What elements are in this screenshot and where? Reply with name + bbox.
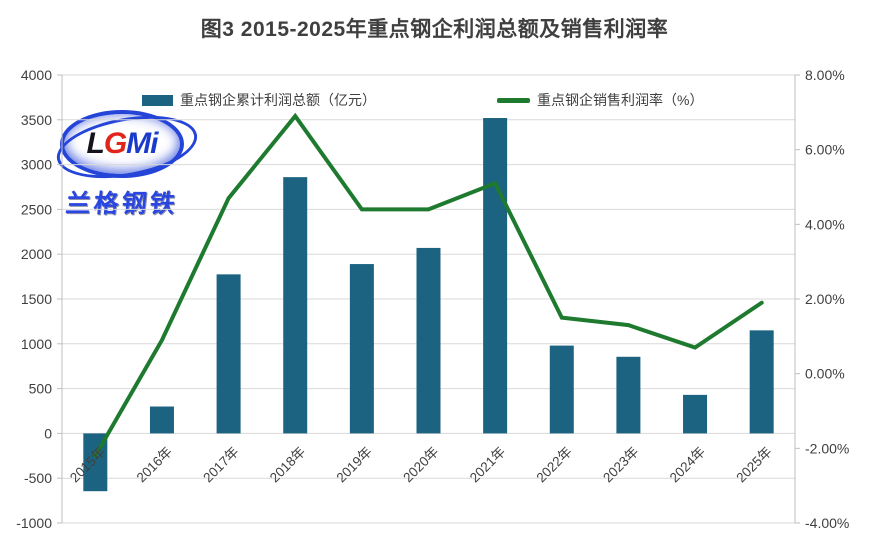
left-axis-tick-label: 4000 (21, 67, 52, 83)
left-axis-tick-label: 0 (44, 425, 52, 441)
chart-title: 图3 2015-2025年重点钢企利润总额及销售利润率 (200, 18, 669, 41)
logo-letter-i: i (150, 127, 158, 160)
profit-bar (483, 118, 508, 434)
profit-bar (149, 406, 174, 434)
profit-bar (283, 177, 308, 434)
x-axis-label: 2022年 (533, 444, 574, 485)
profit-bar (683, 394, 708, 434)
right-axis-tick-label: 6.00% (805, 142, 845, 158)
right-axis-tick-label: 4.00% (805, 216, 845, 232)
x-axis-label: 2025年 (733, 444, 774, 485)
legend-item-profit-total: 重点钢企累计利润总额（亿元） (142, 90, 376, 110)
profit-bar (749, 330, 774, 434)
x-axis-label: 2023年 (600, 444, 641, 485)
legend-bar-swatch (142, 94, 173, 106)
x-axis-label: 2017年 (200, 444, 241, 485)
right-axis-tick-label: 2.00% (805, 291, 845, 307)
x-axis-label: 2018年 (267, 444, 308, 485)
left-axis-tick-label: 1000 (21, 336, 52, 352)
profit-bar (416, 247, 441, 434)
profit-bar (349, 264, 374, 434)
logo-acronym: LGMi (86, 127, 158, 160)
right-axis-tick-label: -2.00% (805, 440, 849, 456)
right-axis-tick-label: 8.00% (805, 67, 845, 83)
profit-bar (549, 345, 574, 434)
logo-oval: LGMi (52, 106, 202, 188)
left-axis-tick-label: 2500 (21, 201, 52, 217)
left-axis-tick-label: 500 (29, 381, 53, 397)
x-axis-label: 2019年 (334, 444, 375, 485)
logo-letter-m: M (126, 127, 151, 160)
legend-line-label: 重点钢企销售利润率（%） (537, 92, 704, 108)
x-axis-label: 2016年 (134, 444, 175, 485)
left-axis-tick-label: 1500 (21, 291, 52, 307)
left-axis-tick-label: 3000 (21, 157, 52, 173)
left-axis-tick-label: 2000 (21, 246, 52, 262)
company-logo: LGMi 兰格钢铁 (52, 106, 202, 220)
logo-letter-l: L (86, 127, 104, 160)
legend-item-profit-margin: 重点钢企销售利润率（%） (497, 90, 703, 110)
right-axis-tick-label: 0.00% (805, 366, 845, 382)
x-axis-label: 2020年 (400, 444, 441, 485)
legend-line-swatch (497, 97, 530, 103)
left-axis-tick-label: 3500 (21, 112, 52, 128)
x-axis-label: 2024年 (667, 444, 708, 485)
x-axis-label: 2021年 (467, 444, 508, 485)
profit-bar (616, 356, 641, 434)
right-axis-tick-label: -4.00% (805, 515, 849, 531)
logo-letter-g: G (103, 127, 127, 160)
left-axis-tick-label: -500 (24, 470, 52, 486)
profit-bar (216, 274, 241, 434)
left-axis-tick-label: -1000 (16, 515, 52, 531)
margin-line (93, 112, 764, 458)
legend-bar-label: 重点钢企累计利润总额（亿元） (180, 92, 376, 108)
